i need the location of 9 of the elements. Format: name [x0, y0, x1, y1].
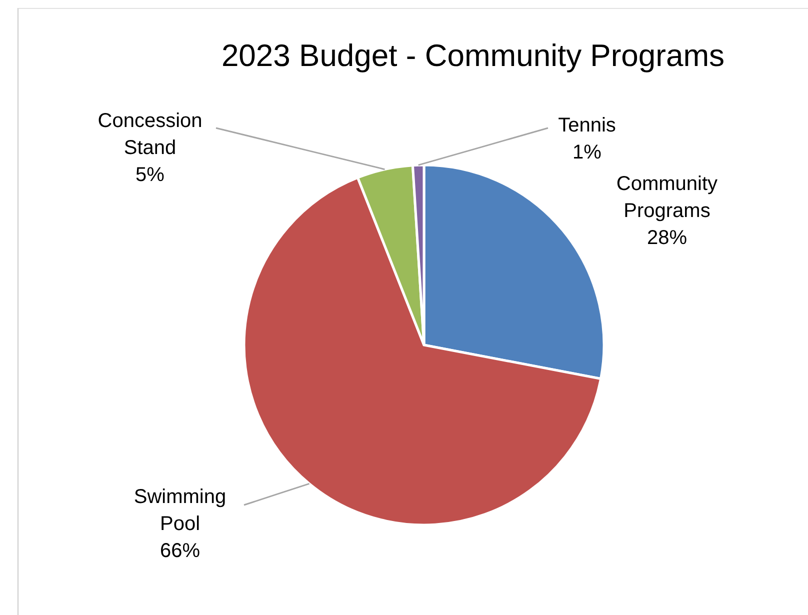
slice-label: Community Programs — [616, 173, 718, 222]
slice-label: Concession Stand — [98, 110, 202, 159]
slice-label: Swimming Pool — [134, 486, 226, 535]
slice-label: Tennis — [558, 114, 616, 136]
data-label: 28% — [646, 227, 688, 249]
data-label: 1% — [572, 142, 602, 164]
data-label: 5% — [136, 164, 165, 186]
chart-title: 2023 Budget - Community Programs — [221, 38, 725, 73]
data-label: 66% — [160, 540, 200, 562]
